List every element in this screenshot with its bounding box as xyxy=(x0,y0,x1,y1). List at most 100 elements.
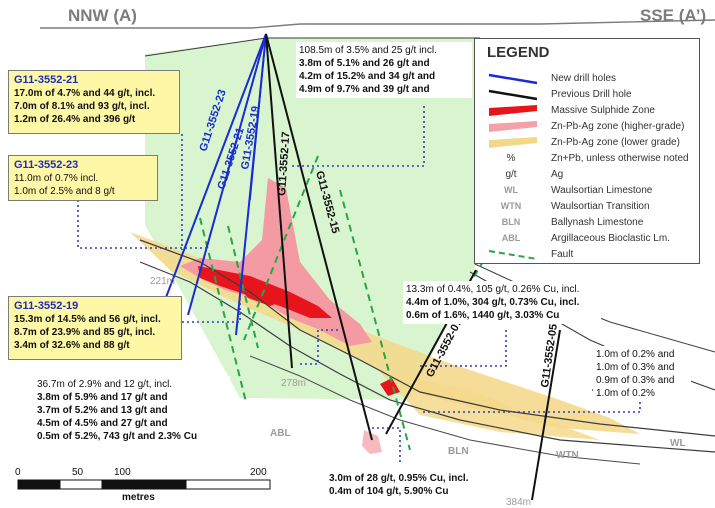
legend-label: Ag xyxy=(551,169,564,180)
note-line: 0.4m of 104 g/t, 5.90% Cu xyxy=(329,486,449,497)
scale-bar xyxy=(17,479,271,490)
note-line: 108.5m of 3.5% and 25 g/t incl. xyxy=(299,45,437,56)
note-line: 0.9m of 0.3% and xyxy=(596,375,675,386)
dashed-line-icon xyxy=(488,250,538,260)
legend-row-lower-grade: Zn-Pb-Ag zone (lower grade) xyxy=(475,135,701,151)
callout-line: 1.0m of 2.5% and 8 g/t xyxy=(14,186,115,197)
legend-label: Zn-Pb-Ag zone (lower grade) xyxy=(551,137,680,148)
scale-tick-200: 200 xyxy=(250,467,267,478)
note-line: 3.0m of 28 g/t, 0.95% Cu, incl. xyxy=(329,473,469,484)
fault-line-2 xyxy=(227,225,259,349)
note-line: 3.8m of 5.1% and 26 g/t and xyxy=(299,58,430,69)
fault-line-4 xyxy=(339,189,411,451)
note-line: 0.5m of 5.2%, 743 g/t and 2.3% Cu xyxy=(37,431,198,442)
legend-label: Waulsortian Transition xyxy=(551,201,650,212)
legend-abbr: g/t xyxy=(505,169,517,180)
pink-swatch-icon xyxy=(489,121,537,132)
stratum-line-2 xyxy=(139,261,715,453)
legend-row-wl: WL Waulsortian Limestone xyxy=(475,183,701,199)
drill-holes xyxy=(164,33,561,501)
legend-label: Zn-Pb-Ag zone (higher-grade) xyxy=(551,121,685,132)
unit-label-bln: BLN xyxy=(448,446,469,457)
section-right-label: SSE (A’) xyxy=(640,6,707,25)
leader-lines xyxy=(77,106,641,462)
drill-hole-15 xyxy=(265,33,373,441)
legend-row-higher-grade: Zn-Pb-Ag zone (higher-grade) xyxy=(475,119,701,135)
callout-title: G11-3552-23 xyxy=(14,159,79,171)
black-line-icon xyxy=(488,89,538,101)
legend-abbr: BLN xyxy=(501,217,521,227)
note-line: 3.8m of 5.9% and 17 g/t and xyxy=(37,392,168,403)
legend-label: New drill holes xyxy=(551,73,617,84)
legend-row-wtn: WTN Waulsortian Transition xyxy=(475,199,701,215)
callout-title: G11-3552-21 xyxy=(14,74,79,86)
legend-label: Waulsortian Limestone xyxy=(551,185,653,196)
leader-right xyxy=(420,389,641,413)
note-line: 4.4m of 1.0%, 304 g/t, 0.73% Cu, incl. xyxy=(406,297,580,308)
note-bottom: 3.0m of 28 g/t, 0.95% Cu, incl. 0.4m of … xyxy=(326,470,502,500)
unit-label-wtn: WTN xyxy=(556,450,579,461)
note-line: 3.7m of 5.2% and 13 g/t and xyxy=(37,405,168,416)
yellow-swatch-icon xyxy=(489,137,537,148)
callout-line: 8.7m of 23.9% and 85 g/t, incl. xyxy=(14,327,156,338)
legend-label: Fault xyxy=(551,249,574,260)
drill-hole-17 xyxy=(265,33,293,369)
legend-abbr: ABL xyxy=(501,233,521,243)
legend-row-gt: g/t Ag xyxy=(475,167,701,183)
legend-title: LEGEND xyxy=(487,44,550,61)
legend-abbr: WL xyxy=(504,185,518,195)
legend-abbr: % xyxy=(506,153,516,164)
callout-box-h23: G11-3552-23 11.0m of 0.7% incl. 1.0m of … xyxy=(8,155,158,201)
legend-row-fault: Fault xyxy=(475,247,701,263)
depth-label-384: 384m xyxy=(506,497,531,508)
leader-b23 xyxy=(77,200,210,249)
legend-label: Previous Drill hole xyxy=(551,89,632,100)
note-line: 1.0m of 0.2% and xyxy=(596,349,675,360)
note-mid: 13.3m of 0.4%, 105 g/t, 0.26% Cu, incl. … xyxy=(403,281,601,324)
callout-line: 1.2m of 26.4% and 396 g/t xyxy=(14,114,136,125)
note-left: 36.7m of 2.9% and 12 g/t, incl. 3.8m of … xyxy=(34,376,230,445)
leader-mid xyxy=(420,330,507,367)
note-line: 36.7m of 2.9% and 12 g/t, incl. xyxy=(37,379,173,390)
note-line: 1.0m of 0.2% xyxy=(596,388,655,399)
callout-line: 15.3m of 14.5% and 56 g/t, incl. xyxy=(14,314,161,325)
drill-hole-22 xyxy=(249,33,267,201)
drill-label-h17: G11-3552-17 xyxy=(276,131,292,196)
note-line: 4.9m of 9.7% and 39 g/t and xyxy=(299,84,430,95)
higher-grade-zone-2 xyxy=(362,430,382,454)
note-line: 0.6m of 1.6%, 1440 g/t, 3.03% Cu xyxy=(406,310,560,321)
legend-row-massive-sulphide: Massive Sulphide Zone xyxy=(475,103,701,119)
red-swatch-icon xyxy=(489,105,537,116)
stratum-line-3 xyxy=(249,355,641,465)
note-line: 4.5m of 4.5% and 27 g/t and xyxy=(37,418,168,429)
leader-bottom xyxy=(372,427,401,462)
section-left-label: NNW (A) xyxy=(68,6,137,25)
fault-line-3 xyxy=(243,155,319,341)
stratum-line-1 xyxy=(139,239,715,437)
scale-tick-0: 0 xyxy=(15,467,21,478)
leader-left xyxy=(300,329,340,365)
drill-hole-21 xyxy=(164,33,267,301)
legend-row-previous-drill: Previous Drill hole xyxy=(475,87,701,103)
callout-line: 3.4m of 32.6% and 88 g/t xyxy=(14,340,130,351)
note-line: 1.0m of 0.3% and xyxy=(596,362,675,373)
fault-line-1 xyxy=(199,217,247,403)
legend-row-percent: % Zn+Pb, unless otherwise noted xyxy=(475,151,701,167)
leader-top xyxy=(290,106,425,167)
legend-label: Ballynash Limestone xyxy=(551,217,644,228)
green-zone xyxy=(145,38,475,400)
drill-hole-23 xyxy=(187,33,267,316)
drill-hole-05 xyxy=(531,329,561,501)
legend-row-new-drill: New drill holes xyxy=(475,71,701,87)
note-line: 4.2m of 15.2% and 34 g/t and xyxy=(299,71,436,82)
legend-label: Zn+Pb, unless otherwise noted xyxy=(551,153,689,164)
callout-box-h19: G11-3552-19 15.3m of 14.5% and 56 g/t, i… xyxy=(8,296,182,360)
legend-row-bln: BLN Ballynash Limestone xyxy=(475,215,701,231)
legend-abbr: WTN xyxy=(500,201,522,211)
blue-line-icon xyxy=(488,73,538,85)
legend-label: Argillaceous Bioclastic Lm. xyxy=(551,233,670,244)
callout-line: 17.0m of 4.7% and 44 g/t, incl. xyxy=(14,88,156,99)
scale-unit: metres xyxy=(122,492,155,503)
note-right: 1.0m of 0.2% and 1.0m of 0.3% and 0.9m o… xyxy=(593,346,691,402)
